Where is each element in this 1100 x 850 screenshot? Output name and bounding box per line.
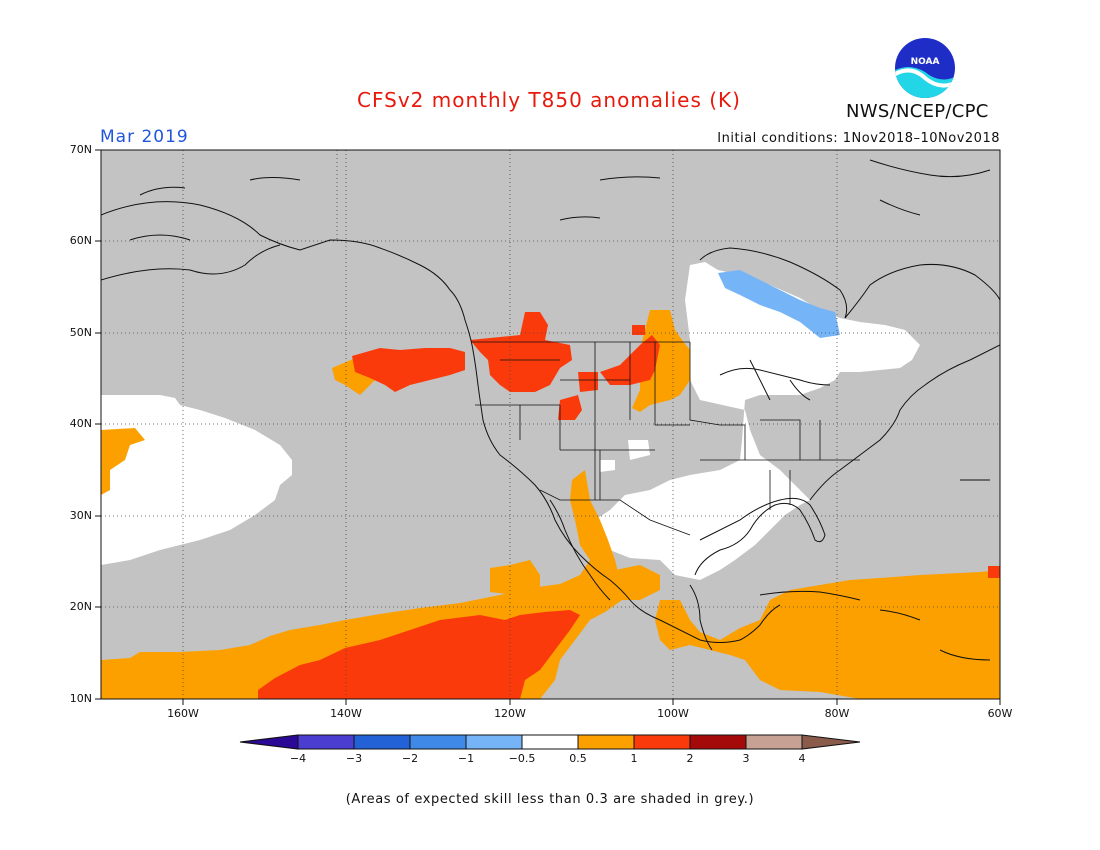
colorbar-label: −1 (457, 752, 475, 765)
colorbar-label: −0.5 (508, 752, 536, 765)
chart-title: CFSv2 monthly T850 anomalies (K) (357, 88, 741, 112)
colorbar-label: −2 (401, 752, 419, 765)
organization-label: NWS/NCEP/CPC (846, 101, 989, 122)
lat-label-10n: 10N (69, 692, 92, 705)
colorbar-label: 3 (742, 752, 750, 765)
lon-label-80w: 80W (824, 707, 850, 720)
lat-label-50n: 50N (69, 326, 92, 339)
cool-anomaly-region (718, 270, 840, 338)
colorbar-label: 2 (686, 752, 694, 765)
lon-label-160w: 160W (167, 707, 199, 720)
footnote: (Areas of expected skill less than 0.3 a… (345, 792, 755, 807)
lat-label-70n: 70N (69, 143, 92, 156)
axis-ticks (95, 149, 1001, 705)
political-borders (472, 341, 860, 536)
coastlines (101, 159, 1000, 661)
colorbar-label: 1 (630, 752, 638, 765)
colorbar-label: 0.5 (569, 752, 587, 765)
warm-anomaly-regions-1-to-2 (258, 312, 1000, 699)
lat-label-20n: 20N (69, 600, 92, 613)
colorbar-label: 4 (798, 752, 806, 765)
lon-label-120w: 120W (494, 707, 526, 720)
lat-label-40n: 40N (69, 417, 92, 430)
month-label: Mar 2019 (100, 127, 189, 147)
lat-label-60n: 60N (69, 234, 92, 247)
colorbar-label: −4 (289, 752, 307, 765)
lat-label-30n: 30N (69, 509, 92, 522)
colorbar-label: −3 (345, 752, 363, 765)
lon-label-140w: 140W (330, 707, 362, 720)
map-graticule (101, 150, 1000, 699)
lon-label-100w: 100W (657, 707, 689, 720)
initial-conditions-label: Initial conditions: 1Nov2018–10Nov2018 (717, 131, 1000, 146)
lon-label-60w: 60W (987, 707, 1013, 720)
